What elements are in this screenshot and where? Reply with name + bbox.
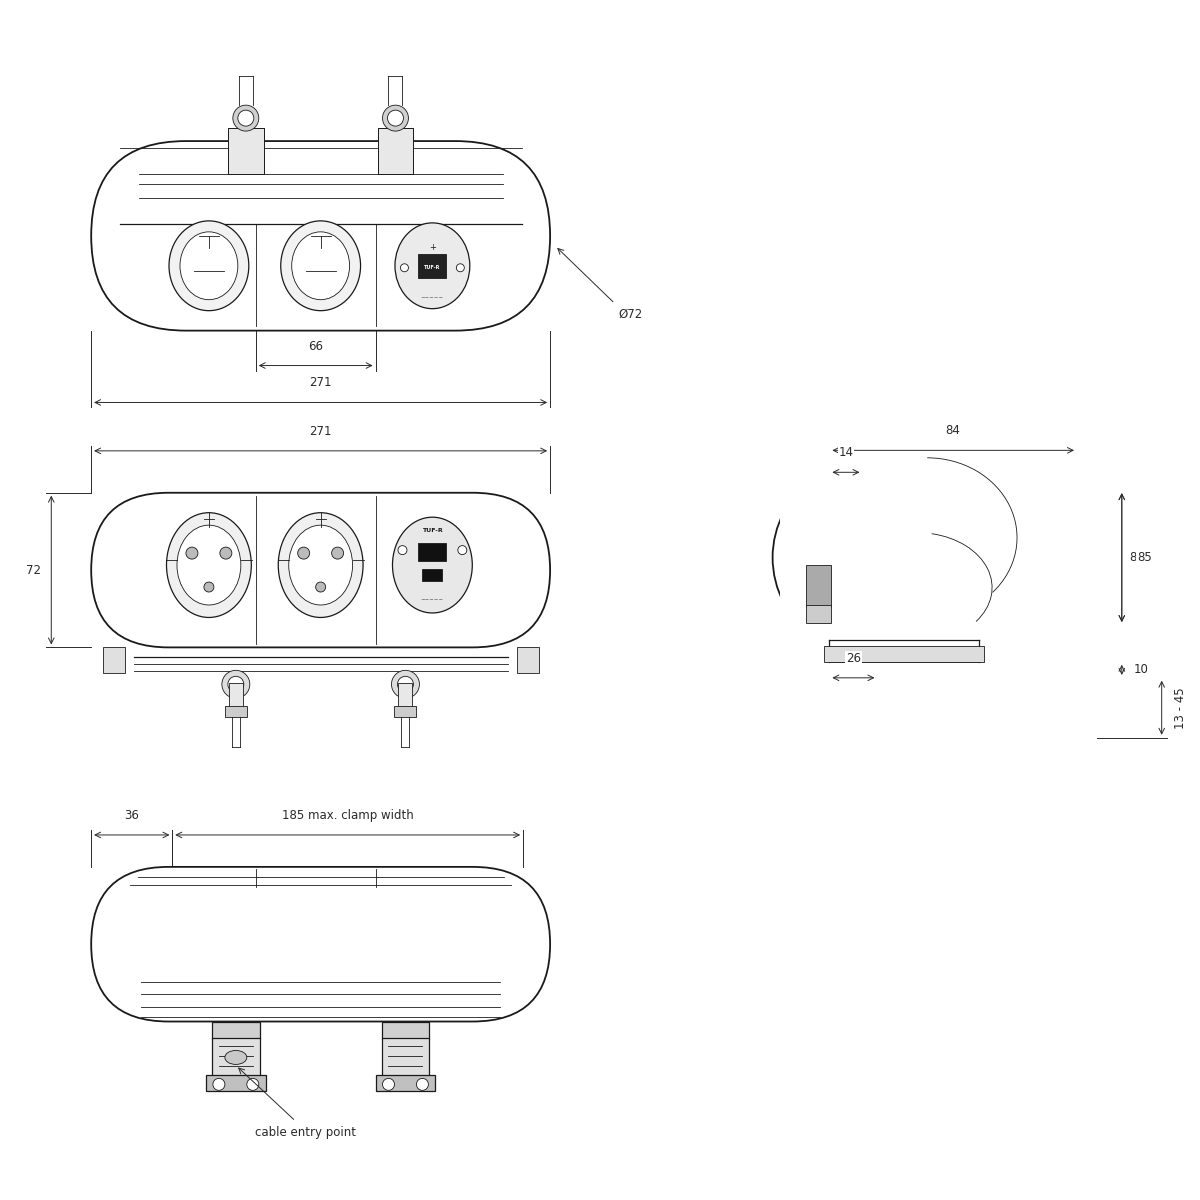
Ellipse shape xyxy=(176,526,241,605)
Bar xyxy=(103,647,125,673)
Ellipse shape xyxy=(392,517,473,613)
Circle shape xyxy=(416,1079,428,1091)
Text: cable entry point: cable entry point xyxy=(256,1127,356,1139)
Circle shape xyxy=(456,264,464,271)
Text: ~~~~~: ~~~~~ xyxy=(421,295,444,300)
Ellipse shape xyxy=(395,223,470,308)
Circle shape xyxy=(383,106,408,131)
Bar xyxy=(378,128,414,174)
Circle shape xyxy=(458,546,467,554)
Text: 13 - 45: 13 - 45 xyxy=(1174,686,1187,728)
Circle shape xyxy=(228,677,244,692)
Ellipse shape xyxy=(180,232,238,300)
Ellipse shape xyxy=(289,526,353,605)
Bar xyxy=(780,428,1200,688)
Ellipse shape xyxy=(224,1050,247,1064)
Circle shape xyxy=(316,582,325,592)
Ellipse shape xyxy=(169,221,248,311)
Bar xyxy=(824,646,984,662)
Bar xyxy=(212,1038,259,1076)
Text: ~~~~~: ~~~~~ xyxy=(421,598,444,602)
Circle shape xyxy=(222,671,250,698)
Text: 85: 85 xyxy=(1129,551,1144,564)
Ellipse shape xyxy=(167,512,251,618)
Ellipse shape xyxy=(281,221,360,311)
Bar xyxy=(378,128,414,174)
Text: Ø72: Ø72 xyxy=(618,307,642,320)
Circle shape xyxy=(331,547,343,559)
Ellipse shape xyxy=(773,438,1072,677)
Bar xyxy=(805,605,832,623)
Text: 84: 84 xyxy=(946,425,961,437)
Text: TUF-R: TUF-R xyxy=(422,528,443,533)
Bar xyxy=(382,1038,430,1076)
FancyBboxPatch shape xyxy=(91,493,550,647)
Circle shape xyxy=(233,106,259,131)
Text: +: + xyxy=(428,244,436,252)
Circle shape xyxy=(388,110,403,126)
Text: 36: 36 xyxy=(125,809,139,822)
FancyBboxPatch shape xyxy=(91,142,550,331)
Bar xyxy=(212,1021,259,1039)
Text: 185 max. clamp width: 185 max. clamp width xyxy=(282,809,414,822)
FancyBboxPatch shape xyxy=(91,866,550,1021)
Circle shape xyxy=(204,582,214,592)
Bar xyxy=(206,1075,265,1091)
Text: 271: 271 xyxy=(310,377,332,390)
Ellipse shape xyxy=(278,512,364,618)
Text: TUF-R: TUF-R xyxy=(425,265,440,270)
Bar xyxy=(398,683,413,707)
Text: 271: 271 xyxy=(310,425,332,438)
Circle shape xyxy=(298,547,310,559)
Circle shape xyxy=(220,547,232,559)
Circle shape xyxy=(186,547,198,559)
Bar xyxy=(805,565,832,607)
Bar xyxy=(228,128,264,174)
Circle shape xyxy=(383,1079,395,1091)
Bar xyxy=(229,683,242,707)
Text: 10: 10 xyxy=(1134,664,1148,677)
Circle shape xyxy=(391,671,420,698)
Text: 85: 85 xyxy=(1136,551,1152,564)
Bar xyxy=(228,128,264,174)
Bar xyxy=(376,1075,436,1091)
Circle shape xyxy=(238,110,254,126)
Text: 72: 72 xyxy=(26,564,41,576)
Circle shape xyxy=(401,264,408,271)
Text: 66: 66 xyxy=(308,340,323,353)
Bar xyxy=(829,491,858,625)
Bar xyxy=(224,707,247,718)
Bar xyxy=(395,707,416,718)
Bar xyxy=(422,569,443,581)
Text: 14: 14 xyxy=(839,446,853,460)
Circle shape xyxy=(212,1079,224,1091)
Bar xyxy=(516,647,539,673)
Circle shape xyxy=(247,1079,259,1091)
Ellipse shape xyxy=(292,232,349,300)
Bar xyxy=(419,544,446,562)
Text: 26: 26 xyxy=(846,652,860,665)
Bar xyxy=(419,254,446,277)
Circle shape xyxy=(397,677,414,692)
Circle shape xyxy=(398,546,407,554)
Bar xyxy=(382,1021,430,1039)
